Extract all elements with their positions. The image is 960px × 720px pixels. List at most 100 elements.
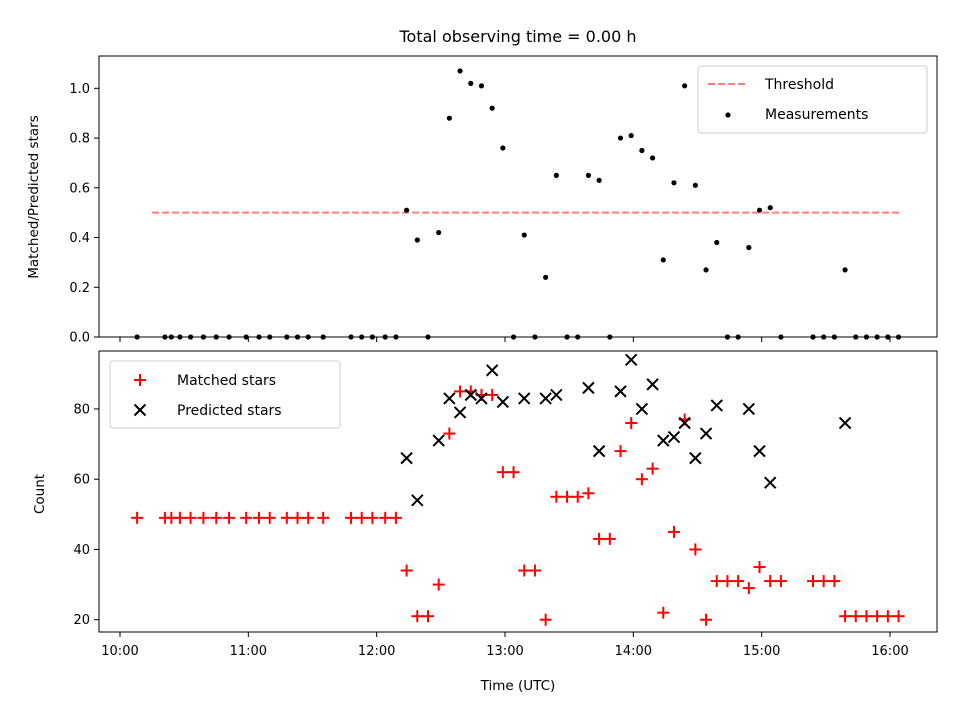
matched-star-point [849,610,862,623]
matched-star-point [817,575,830,588]
counts-legend-box [109,360,341,429]
matched-star-point [732,575,745,588]
predicted-star-point [496,395,510,409]
matched-star-point [774,575,787,588]
threshold-legend-label: Threshold [764,77,834,93]
matched-star-point [210,511,223,524]
x-tick-label: 13:00 [486,644,523,659]
measurement-point [585,172,592,178]
measurement-point [404,207,410,213]
matched-star-point [807,575,819,588]
matched-star-point [528,564,541,577]
predicted-star-point [678,416,691,430]
measurement-point [543,274,549,280]
measurement-point [649,155,656,161]
matched-star-point [486,388,499,401]
predicted-star-point [485,364,499,377]
measurement-point [756,207,763,213]
counts-legend: Matched stars Predicted stars [109,360,341,429]
counts-y-tick-label: 20 [73,613,90,628]
matched-star-point [539,613,552,626]
matched-star-point [742,582,755,595]
x-tick-label: 11:00 [230,644,267,659]
matched-star-point [263,511,276,524]
x-tick-label: 15:00 [743,644,780,659]
matched-star-point [657,606,670,619]
matched-star-point [871,610,884,623]
matched-star-point [753,561,766,574]
matched-star-point [432,578,445,591]
predicted-star-point [764,476,777,489]
matched-star-point [764,575,777,588]
ratio-y-tick-label: 0.2 [69,281,90,296]
matched-star-point [197,511,210,524]
measurement-point [468,80,474,86]
measurement-point [628,132,634,139]
matched-star-point [603,532,616,545]
measurement-point [767,205,773,211]
measurements-legend-swatch [725,112,731,118]
predicted-legend-label: Predicted stars [177,403,282,419]
predicted-star-point [635,402,649,416]
predicted-legend-swatch [133,403,147,417]
ratio-y-axis-label: Matched/Predicted stars [26,115,42,278]
matched-star-point [571,490,584,503]
matched-star-point [614,445,627,458]
x-tick-label: 10:00 [101,644,138,659]
measurements-legend-label: Measurements [765,107,868,123]
ratio-y-tick-label: 0.4 [69,231,90,246]
matched-star-point [345,511,357,524]
matched-star-point [635,473,648,486]
measurement-point [553,172,559,178]
predicted-star-point [753,444,766,458]
measurement-point [671,180,677,186]
predicted-star-point [742,402,756,416]
matched-star-point [700,613,713,626]
matched-star-point [355,511,368,524]
matched-star-point [317,511,330,524]
predicted-star-point [518,392,531,405]
matched-star-point [593,532,606,545]
matched-star-point [184,511,197,524]
matched-star-point [550,490,563,503]
matched-star-point [689,543,702,556]
matched-star-point [721,575,734,588]
counts-panel: 20 40 60 80 10:00 11:00 12:00 13:00 14:00 15:00 16… [32,350,938,694]
matched-star-point [422,610,434,623]
predicted-star-point [475,392,488,405]
ratio-y-tick-label: 0.6 [69,181,90,196]
predicted-star-point [624,353,638,366]
matched-star-point [561,490,574,503]
matched-star-point [223,511,236,524]
measurement-point [682,83,688,89]
counts-y-axis-label: Count [32,474,48,514]
matched-star-point [400,564,413,577]
ratio-y-tick-label: 0.0 [69,331,90,346]
predicted-star-point [443,392,456,405]
measurement-point [521,232,527,238]
predicted-legend-marker [133,403,147,417]
chart-title: Total observing time = 0.00 h [398,27,636,46]
matched-legend-swatch [134,374,146,386]
matched-star-point [411,610,424,623]
ratio-legend: Threshold Measurements [697,65,928,134]
measurement-point [842,267,848,273]
matched-star-point [240,511,253,524]
predicted-star-point [582,381,595,395]
measurement-point [414,237,420,243]
matched-star-point [173,511,186,524]
matched-star-point [507,466,520,479]
predicted-star-point [453,406,467,419]
counts-y-tick-label: 60 [73,473,90,488]
measurement-point [446,115,452,121]
measurement-point [692,182,698,188]
x-tick-label: 12:00 [358,644,395,659]
predicted-star-point [689,451,702,465]
measurement-point [617,135,624,141]
x-tick-label: 14:00 [615,644,652,659]
predicted-star-point [539,392,552,405]
matched-star-point [667,525,680,538]
matched-legend-marker [134,374,146,386]
matched-star-point [366,511,379,524]
